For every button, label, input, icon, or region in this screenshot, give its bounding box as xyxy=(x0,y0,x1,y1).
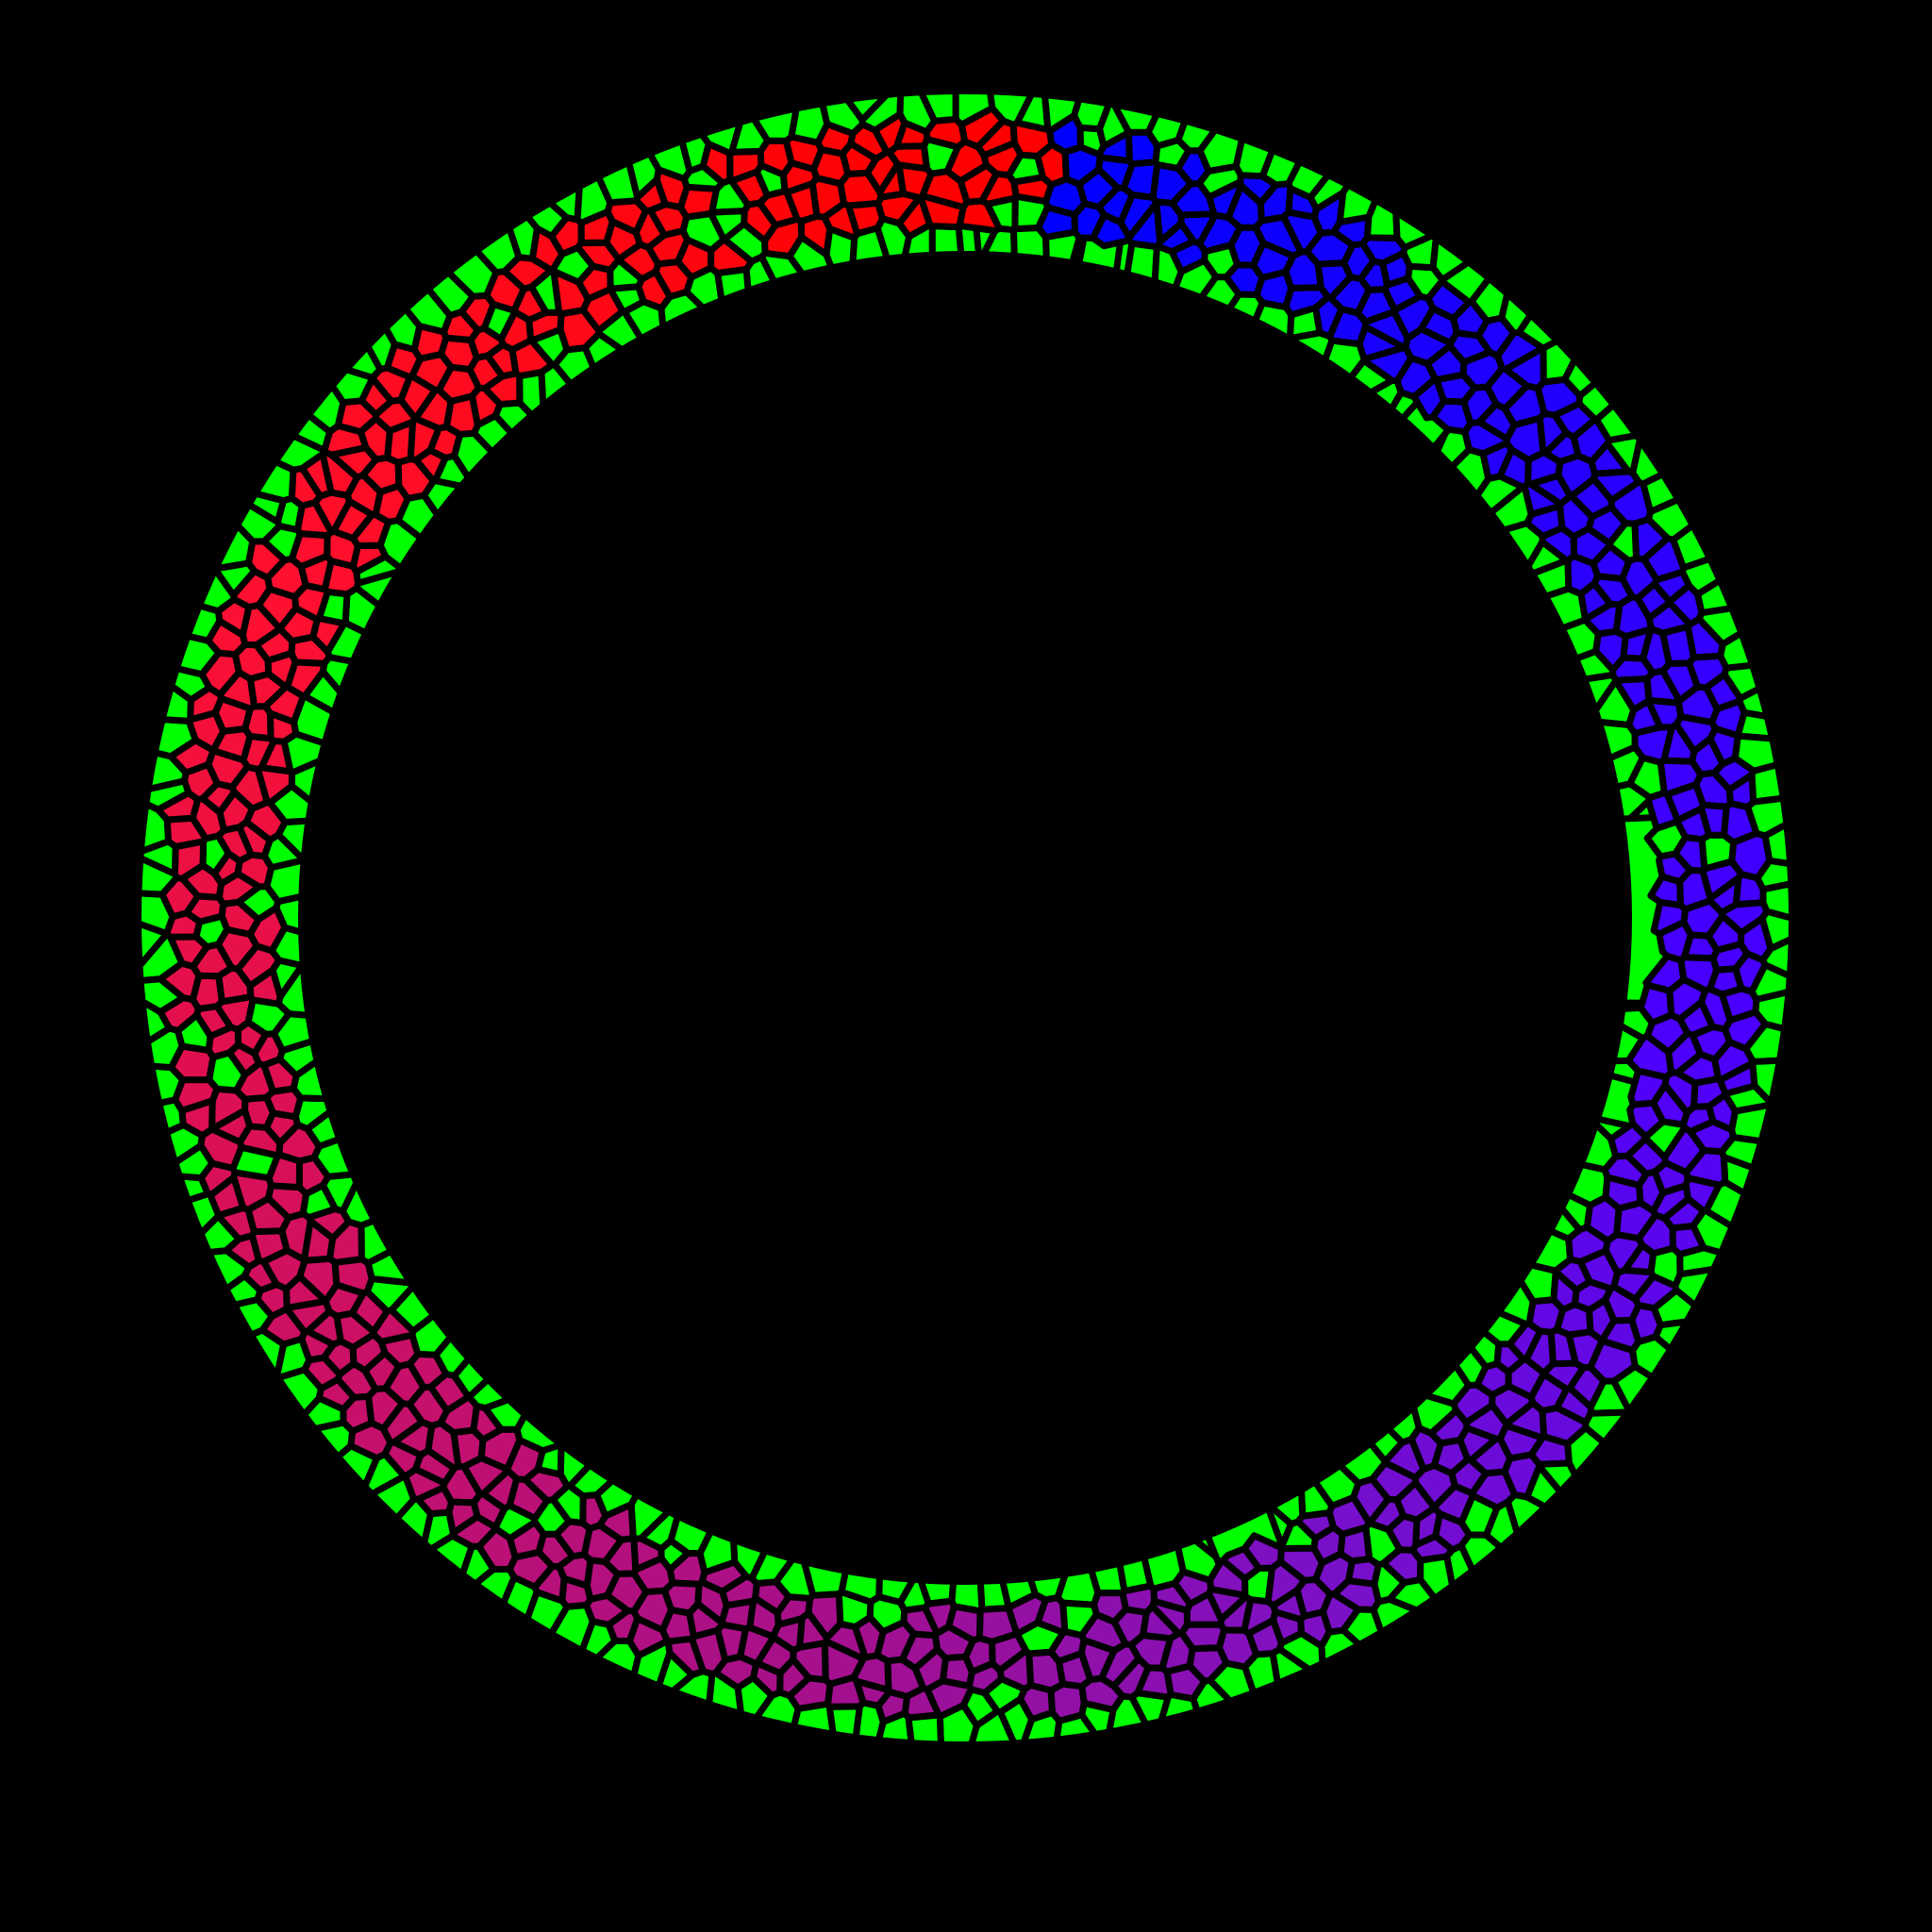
green-cell xyxy=(864,1709,920,1785)
ring-inner-edge xyxy=(298,251,1632,1585)
green-cell xyxy=(1269,1645,1370,1785)
green-cell xyxy=(1561,114,1832,400)
green-cell xyxy=(1748,747,1832,806)
ring-mosaic xyxy=(98,51,1832,1785)
colored-cell xyxy=(824,1674,867,1710)
green-cell xyxy=(1504,1491,1832,1785)
green-cell xyxy=(1144,51,1212,150)
green-cell xyxy=(98,378,297,505)
green-cell xyxy=(903,51,959,125)
green-cell xyxy=(1047,1711,1117,1785)
green-cell xyxy=(1258,51,1357,189)
ring-outer-edge xyxy=(138,91,1792,1745)
green-cell xyxy=(1099,51,1189,136)
green-cell xyxy=(98,1326,288,1525)
green-cell xyxy=(1652,1315,1832,1487)
